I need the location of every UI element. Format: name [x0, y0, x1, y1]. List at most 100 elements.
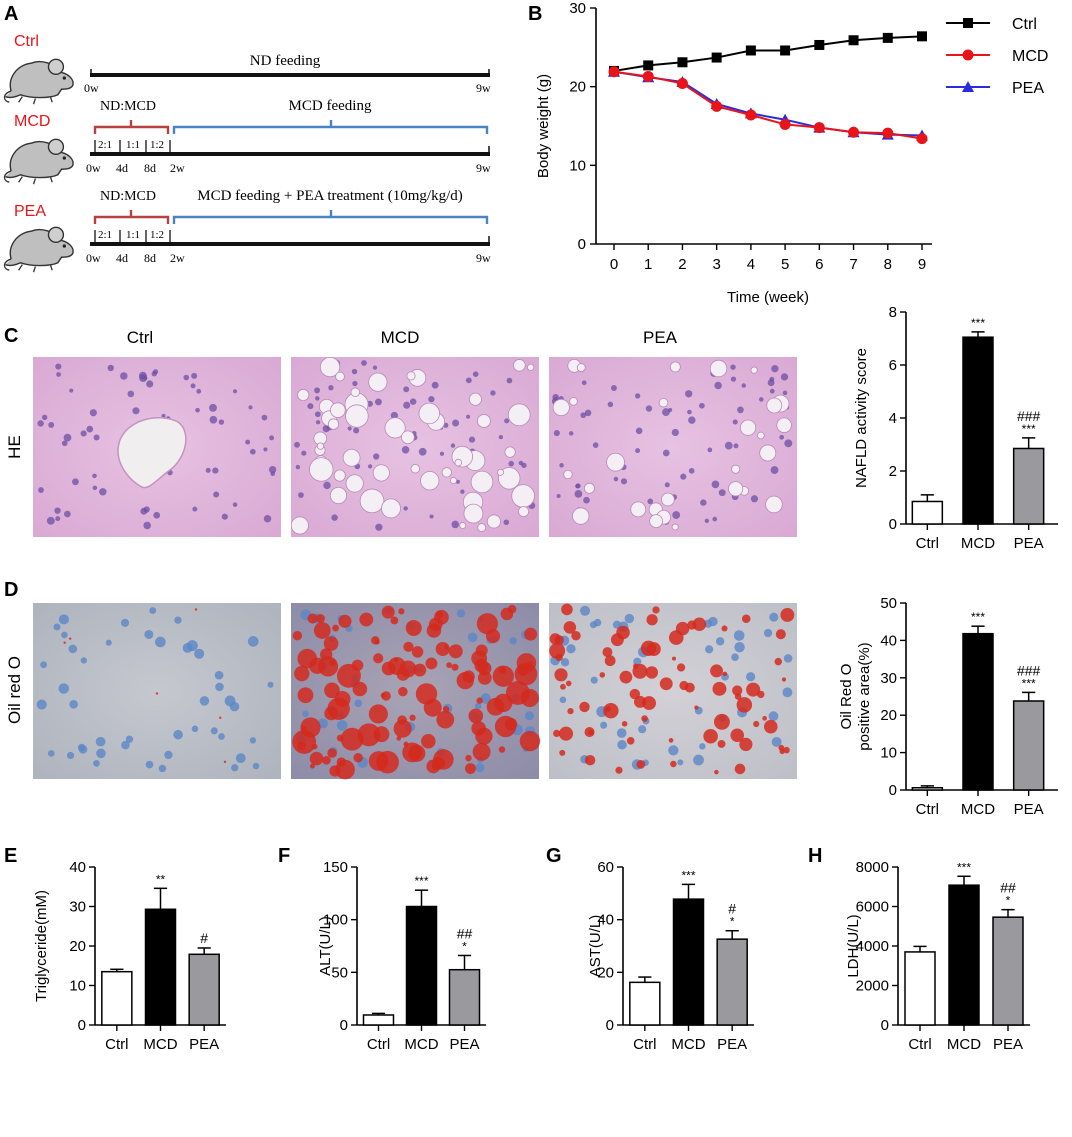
lipid-droplet [357, 723, 381, 747]
lipid-vacuole [511, 484, 535, 508]
lipid-droplet [359, 612, 374, 627]
nucleus [568, 431, 574, 436]
nucleus [403, 506, 408, 511]
lipid-droplet [397, 715, 407, 725]
lipid-droplet [604, 655, 616, 667]
nucleus [498, 434, 504, 440]
column-label-mcd: MCD [381, 328, 420, 347]
nucleus [373, 453, 380, 460]
feeding-bracket [172, 120, 489, 134]
nucleus [301, 450, 307, 456]
lipid-droplet [621, 721, 628, 727]
y-axis-title: LDH(U/L) [845, 914, 862, 977]
nucleus [401, 446, 410, 454]
x-tick-label: Ctrl [105, 1036, 128, 1053]
nucleus [617, 739, 627, 750]
y-tick-label: 40 [597, 912, 614, 929]
lipid-vacuole [319, 356, 341, 378]
mouse-icon [3, 138, 74, 185]
nucleus [431, 381, 439, 389]
nucleus [140, 507, 148, 515]
nucleus [672, 511, 681, 519]
nucleus [758, 397, 764, 402]
nucleus [105, 639, 112, 646]
nucleus [746, 672, 756, 682]
lipid-vacuole [649, 514, 663, 529]
significance-stars: *** [1022, 422, 1036, 436]
lipid-vacuole [552, 398, 570, 417]
timeline-bar-ctrl [90, 73, 490, 77]
lipid-droplet [474, 658, 489, 673]
nucleus [212, 467, 219, 474]
nucleus [145, 760, 154, 769]
nucleus [769, 612, 779, 622]
data-point-ctrl [780, 45, 791, 56]
timeline-bar-mcd [90, 152, 490, 156]
lipid-droplet [309, 751, 324, 766]
lipid-droplet [692, 617, 707, 632]
nucleus [158, 764, 167, 773]
lipid-droplet [567, 708, 574, 715]
nucleus [607, 401, 614, 408]
lipid-vacuole [345, 404, 369, 428]
ratio-label: 2:1 [98, 139, 112, 151]
data-point-mcd [608, 66, 620, 78]
lipid-droplet [554, 668, 568, 682]
y-tick-label: 0 [340, 1017, 348, 1034]
nucleus [64, 510, 71, 518]
lipid-droplet [409, 714, 416, 721]
lipid-vacuole [368, 372, 388, 392]
lipid-droplet [519, 730, 541, 752]
lipid-droplet [368, 751, 389, 771]
nucleus [295, 464, 301, 470]
x-tick-label: Ctrl [367, 1036, 390, 1053]
data-point-mcd [745, 109, 757, 121]
panel-letter-d: D [4, 579, 18, 601]
lipid-droplet [703, 728, 718, 744]
nucleus [63, 433, 72, 442]
nucleus [771, 736, 782, 747]
nucleus [210, 727, 218, 735]
lipid-droplet [783, 746, 790, 754]
nucleus [731, 653, 739, 662]
nucleus [138, 371, 147, 380]
lipid-droplet [722, 671, 728, 677]
nucleus [86, 425, 94, 433]
nucleus [249, 737, 257, 744]
series-line-pea [613, 70, 923, 137]
panel-letter-c: C [4, 325, 18, 347]
nucleus [620, 478, 628, 485]
nucleus [782, 687, 793, 698]
ratio-label: 1:2 [150, 229, 164, 241]
bar-ctrl [911, 787, 944, 791]
lipid-droplet [549, 633, 561, 645]
nucleus [782, 390, 788, 396]
nucleus [232, 502, 238, 507]
column-label-pea: PEA [643, 328, 678, 347]
nucleus [593, 618, 602, 627]
lipid-droplet [780, 607, 795, 622]
lipid-droplet [301, 726, 307, 732]
y-tick-label: 60 [597, 859, 614, 876]
data-point-mcd [848, 126, 860, 138]
nucleus [737, 406, 744, 414]
lipid-vacuole [759, 444, 777, 462]
bar-mcd [962, 336, 994, 525]
panel-letter-e: E [4, 845, 17, 867]
lipid-droplet [710, 664, 724, 678]
significance-stars: *** [971, 610, 985, 624]
nucleus [263, 514, 272, 523]
lipid-vacuole [477, 414, 491, 428]
x-tick-label: MCD [961, 801, 995, 818]
lipid-droplet [63, 641, 66, 644]
lipid-vacuole [381, 498, 401, 519]
nucleus [452, 419, 460, 427]
nucleus [314, 411, 321, 418]
lipid-droplet [659, 677, 673, 691]
lipid-droplet [327, 748, 337, 758]
lipid-droplet [323, 636, 339, 651]
lipid-droplet [425, 657, 438, 670]
nucleus [707, 447, 713, 453]
